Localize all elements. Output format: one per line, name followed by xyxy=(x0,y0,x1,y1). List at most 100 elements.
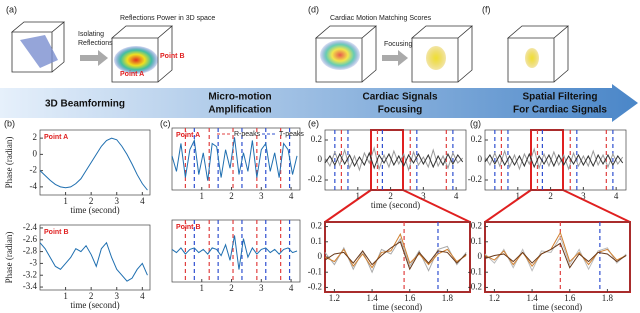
plot-frame xyxy=(39,129,151,196)
y-tick-label: -0.2 xyxy=(308,174,322,184)
line-series xyxy=(171,137,298,181)
focus-blob xyxy=(426,46,446,70)
y-tick-label: -2.8 xyxy=(23,246,38,256)
y-tick-label: -2.4 xyxy=(23,222,38,232)
x-tick-label: 2 xyxy=(89,291,94,301)
x-tick-label: 1.2 xyxy=(489,293,500,303)
y-tick-label: 2 xyxy=(33,132,38,142)
banner-label: 3D Beamforming xyxy=(45,99,125,110)
y-tick-label: 0.2 xyxy=(311,134,322,144)
x-tick-label: 1.4 xyxy=(526,293,538,303)
x-tick-label: 1 xyxy=(200,283,205,293)
banner-label: Micro-motion xyxy=(208,92,271,103)
chart-title: Point A xyxy=(44,134,68,141)
step-label: Reflections Power in 3D space xyxy=(120,15,215,22)
x-tick-label: 2 xyxy=(548,191,553,201)
y-axis-label: Phase (radian) xyxy=(4,232,14,284)
line-series xyxy=(324,146,464,172)
focus-blob xyxy=(525,48,539,68)
point-label: Point A xyxy=(120,71,144,78)
banner-label: For Cardiac Signals xyxy=(513,105,607,116)
chart-title: Point B xyxy=(44,229,69,236)
y-tick-label: 0 xyxy=(478,251,483,261)
legend-label: R-peaks xyxy=(234,131,261,138)
x-tick-label: 3 xyxy=(114,196,119,206)
banner-label: Spatial Filtering xyxy=(522,92,597,103)
x-tick-label: 1.4 xyxy=(366,293,378,303)
x-tick-label: 2 xyxy=(229,191,234,201)
x-tick-label: 4 xyxy=(140,196,145,206)
y-axis-label: Phase (radian) xyxy=(4,137,14,189)
x-axis-label: time (second) xyxy=(70,205,119,215)
x-tick-label: 1 xyxy=(516,191,521,201)
chart-title: Point B xyxy=(176,224,201,231)
banner-label: Cardiac Signals xyxy=(362,92,437,103)
panel-label: (a) xyxy=(6,4,17,14)
x-tick-label: 1 xyxy=(63,196,68,206)
x-tick-label: 4 xyxy=(140,291,145,301)
y-tick-label: 0.2 xyxy=(311,221,322,231)
plot-frame xyxy=(324,221,471,293)
panel-label: (c) xyxy=(160,118,171,128)
x-tick-label: 1.6 xyxy=(564,293,576,303)
line-series xyxy=(39,241,148,282)
y-tick-label: -0.2 xyxy=(468,174,482,184)
line-series xyxy=(324,151,464,170)
banner-label: Focusing xyxy=(378,105,422,116)
x-tick-label: 4 xyxy=(289,283,294,293)
step-label: Isolating xyxy=(78,31,104,38)
x-tick-label: 1.6 xyxy=(404,293,416,303)
cube xyxy=(506,25,570,83)
x-tick-label: 1.8 xyxy=(442,293,454,303)
x-tick-label: 1 xyxy=(63,291,68,301)
x-tick-label: 3 xyxy=(581,191,586,201)
y-tick-label: -0.1 xyxy=(468,266,482,276)
line-series xyxy=(484,152,624,169)
banner-label: Amplification xyxy=(208,105,271,116)
y-tick-label: -2 xyxy=(30,165,38,175)
x-tick-label: 4 xyxy=(454,191,459,201)
x-tick-label: 3 xyxy=(421,191,426,201)
x-tick-label: 1 xyxy=(200,191,205,201)
x-axis-label: time (second) xyxy=(70,300,119,310)
point-label: Point B xyxy=(160,53,185,60)
x-tick-label: 4 xyxy=(614,191,619,201)
banner: 3D Beamforming Micro-motion Amplificatio… xyxy=(0,84,638,122)
y-tick-label: 0 xyxy=(318,154,323,164)
x-tick-label: 1 xyxy=(356,191,361,201)
panel-label: (f) xyxy=(482,4,491,14)
arrow xyxy=(80,50,108,66)
x-axis-label: time (second) xyxy=(373,302,422,312)
line-series xyxy=(484,242,627,269)
legend-label: T-peaks xyxy=(279,131,304,138)
plot-frame xyxy=(171,127,301,191)
line-series xyxy=(484,231,627,267)
reflection-blob xyxy=(20,35,58,68)
heatmap xyxy=(114,46,158,74)
y-tick-label: 0.2 xyxy=(471,221,482,231)
y-tick-label: 0.1 xyxy=(471,236,482,246)
x-tick-label: 1.8 xyxy=(602,293,614,303)
step-label: Cardiac Motion Matching Scores xyxy=(330,15,432,22)
x-axis-label: time (second) xyxy=(371,200,420,210)
line-series xyxy=(324,232,467,269)
step-label: Reflections xyxy=(78,40,113,47)
y-tick-label: -0.1 xyxy=(308,266,322,276)
x-tick-label: 1.2 xyxy=(329,293,340,303)
y-tick-label: -0.2 xyxy=(308,281,322,291)
cube xyxy=(410,25,474,83)
y-tick-label: 0.1 xyxy=(311,236,322,246)
panel-label: (e) xyxy=(308,118,319,128)
line-series xyxy=(484,147,624,171)
banner-arrow xyxy=(0,84,638,122)
plot-frame xyxy=(171,219,301,283)
y-tick-label: 0 xyxy=(318,251,323,261)
schematic: (a) Isolating Reflections Reflections Po… xyxy=(6,4,570,83)
cube xyxy=(314,25,378,83)
x-tick-label: 2 xyxy=(388,191,393,201)
x-tick-label: 4 xyxy=(289,191,294,201)
x-tick-label: 3 xyxy=(259,191,264,201)
y-tick-label: -3 xyxy=(30,257,38,267)
chart-title: Point A xyxy=(176,132,200,139)
